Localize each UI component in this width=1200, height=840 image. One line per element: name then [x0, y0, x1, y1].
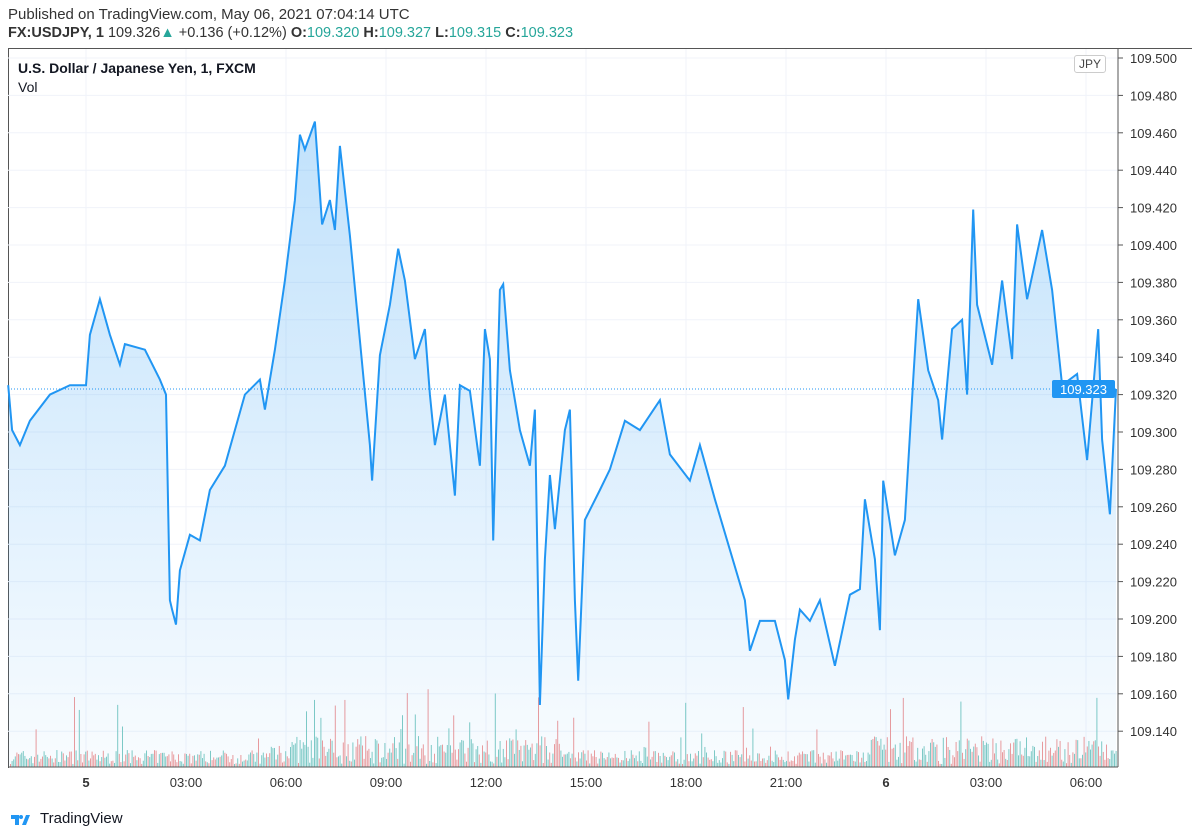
x-tick-label: 5: [82, 775, 89, 790]
open-value: 109.320: [306, 25, 360, 41]
y-tick-label: 109.140: [1130, 724, 1177, 739]
series-title: U.S. Dollar / Japanese Yen, 1, FXCM: [18, 60, 256, 76]
y-tick-label: 109.400: [1130, 238, 1177, 253]
close-label: C:: [505, 25, 521, 41]
x-tick-label: 12:00: [470, 775, 503, 790]
y-tick-label: 109.500: [1130, 51, 1177, 66]
x-tick-label: 09:00: [370, 775, 403, 790]
published-caption: Published on TradingView.com, May 06, 20…: [8, 6, 410, 23]
y-tick-label: 109.300: [1130, 425, 1177, 440]
y-tick-label: 109.260: [1130, 500, 1177, 515]
high-value: 109.327: [378, 25, 432, 41]
change: +0.136 (+0.12%): [178, 25, 287, 41]
tradingview-logo-text: TradingView: [40, 810, 123, 827]
last-price-badge: [1052, 379, 1115, 398]
y-tick-label: 109.240: [1130, 537, 1177, 552]
y-tick-label: 109.180: [1130, 649, 1177, 664]
high-label: H:: [363, 25, 379, 41]
price-line: [7, 121, 1117, 706]
x-tick-label: 21:00: [770, 775, 803, 790]
low-label: L:: [435, 25, 449, 41]
x-tick-label: 15:00: [570, 775, 603, 790]
x-tick-label: 6: [882, 775, 889, 790]
y-tick-label: 109.200: [1130, 612, 1177, 627]
x-tick-label: 06:00: [270, 775, 303, 790]
volume-legend: Vol: [18, 79, 38, 95]
y-tick-label: 109.380: [1130, 275, 1177, 290]
y-tick-label: 109.440: [1130, 163, 1177, 178]
symbol-bar: FX:USDJPY, 1 109.326▲ +0.136 (+0.12%) O:…: [8, 25, 573, 41]
x-tick-label: 06:00: [1070, 775, 1103, 790]
x-tick-label: 18:00: [670, 775, 703, 790]
y-tick-label: 109.280: [1130, 462, 1177, 477]
y-tick-label: 109.460: [1130, 126, 1177, 141]
y-tick-label: 109.160: [1130, 687, 1177, 702]
y-tick-label: 109.360: [1130, 313, 1177, 328]
x-tick-label: 03:00: [970, 775, 1003, 790]
tradingview-logo[interactable]: TradingView: [10, 810, 123, 827]
symbol-name: FX:USDJPY, 1: [8, 25, 104, 41]
y-tick-label: 109.480: [1130, 88, 1177, 103]
y-tick-label: 109.220: [1130, 575, 1177, 590]
open-label: O:: [290, 25, 307, 41]
tradingview-logo-icon: [11, 814, 30, 825]
close-value: 109.323: [520, 25, 574, 41]
last-price-label: 109.323: [1060, 382, 1107, 397]
price-area-fill: [8, 121, 1117, 768]
last-price: 109.326: [107, 25, 161, 41]
y-tick-label: 109.320: [1130, 388, 1177, 403]
low-value: 109.315: [448, 25, 502, 41]
y-tick-label: 109.420: [1130, 201, 1177, 216]
currency-badge[interactable]: JPY: [1074, 55, 1107, 73]
x-tick-label: 03:00: [170, 775, 203, 790]
volume-bar: [1115, 750, 1117, 767]
y-tick-label: 109.340: [1130, 350, 1177, 365]
up-arrow-icon: ▲: [160, 25, 175, 41]
